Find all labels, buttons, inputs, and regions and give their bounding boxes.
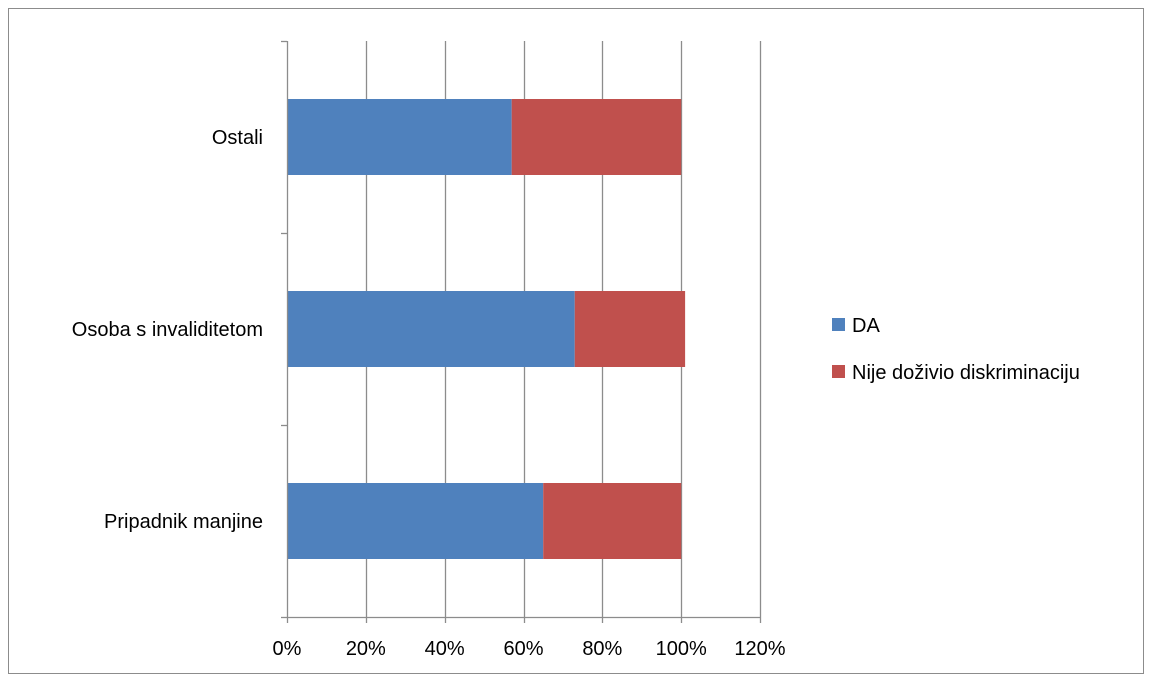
x-tick-label: 40% [425, 638, 465, 660]
x-tick-label: 100% [656, 638, 707, 660]
bar-nije-dozivio-1 [574, 291, 686, 367]
category-label: Osoba s invaliditetom [72, 319, 263, 341]
bar-nije-dozivio-2 [511, 99, 682, 175]
x-tick-label: 60% [503, 638, 543, 660]
bar-da-1 [287, 291, 575, 367]
legend-swatch-nije-dozivio [832, 365, 845, 378]
chart-frame: 0% 20% 40% 60% 80% 100% 120% Pripadnik manjine… [8, 8, 1144, 674]
legend-swatch-da [832, 318, 845, 331]
x-tick-label: 80% [582, 638, 622, 660]
legend-label-da: DA [852, 315, 880, 337]
legend-label-nije-dozivio: Nije doživio diskriminaciju [852, 362, 1080, 384]
category-label: Ostali [212, 127, 263, 149]
category-labels: Pripadnik manjine Osoba s invaliditetom Os… [72, 127, 263, 533]
bars [287, 99, 686, 559]
x-tick-label: 20% [346, 638, 386, 660]
category-label: Pripadnik manjine [104, 511, 263, 533]
x-tick-label: 120% [734, 638, 785, 660]
x-tick-label: 0% [273, 638, 302, 660]
bar-nije-dozivio-0 [543, 483, 682, 559]
axes [281, 40, 762, 623]
stacked-bar-chart: 0% 20% 40% 60% 80% 100% 120% Pripadnik manjine… [72, 40, 1080, 660]
legend: DA Nije doživio diskriminaciju [832, 315, 1080, 384]
bar-da-2 [287, 99, 512, 175]
x-tick-labels: 0% 20% 40% 60% 80% 100% 120% [273, 638, 786, 660]
bar-da-0 [287, 483, 544, 559]
